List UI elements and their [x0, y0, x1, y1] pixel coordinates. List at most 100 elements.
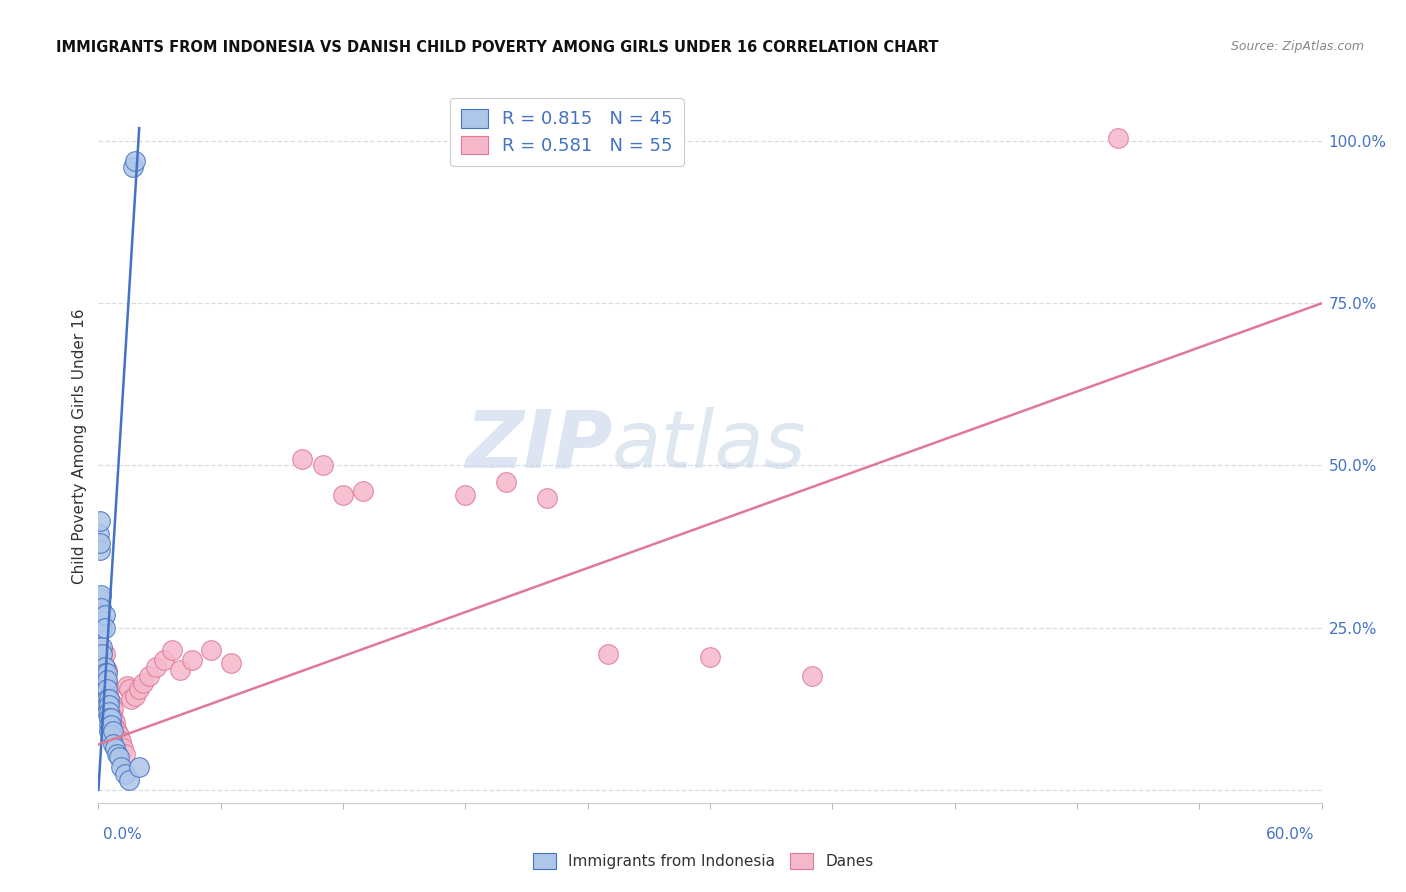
Point [93, 607, 115, 622]
Point [100, 711, 122, 725]
Text: Source: ZipAtlas.com: Source: ZipAtlas.com [1230, 40, 1364, 54]
Text: atlas: atlas [612, 407, 807, 485]
Point [145, 659, 167, 673]
Point [120, 692, 142, 706]
Point [96, 705, 118, 719]
Point [91, 673, 114, 687]
Point [97, 698, 120, 713]
Point [91, 640, 114, 654]
Point [97, 724, 120, 739]
Point [108, 750, 131, 764]
Point [91, 643, 114, 657]
Point [97, 692, 120, 706]
Point [160, 643, 183, 657]
Point [118, 773, 141, 788]
Point [97, 705, 120, 719]
Point [100, 695, 122, 709]
Point [1107, 131, 1129, 145]
Text: 0.0%: 0.0% [103, 827, 142, 841]
Point [101, 724, 124, 739]
Point [97, 702, 120, 716]
Point [96, 663, 118, 677]
Point [536, 491, 558, 505]
Point [96, 675, 118, 690]
Point [91, 657, 114, 671]
Point [454, 488, 477, 502]
Point [122, 160, 145, 174]
Point [93, 673, 115, 687]
Point [93, 647, 115, 661]
Point [89, 657, 111, 671]
Point [100, 728, 122, 742]
Point [97, 682, 120, 697]
Point [118, 682, 141, 697]
Point [114, 747, 136, 761]
Y-axis label: Child Poverty Among Girls Under 16: Child Poverty Among Girls Under 16 [72, 309, 87, 583]
Point [138, 669, 160, 683]
Point [105, 747, 128, 761]
Point [93, 659, 115, 673]
Text: IMMIGRANTS FROM INDONESIA VS DANISH CHILD POVERTY AMONG GIRLS UNDER 16 CORRELATI: IMMIGRANTS FROM INDONESIA VS DANISH CHIL… [56, 40, 939, 55]
Point [101, 738, 124, 752]
Point [89, 591, 111, 606]
Point [169, 663, 191, 677]
Point [111, 740, 134, 755]
Point [96, 689, 118, 703]
Point [96, 666, 118, 681]
Point [598, 647, 620, 661]
Point [89, 514, 111, 528]
Point [93, 679, 115, 693]
Point [90, 588, 112, 602]
Point [124, 689, 146, 703]
Point [152, 653, 174, 667]
Point [100, 718, 122, 732]
Point [89, 673, 111, 687]
Point [90, 601, 112, 615]
Point [104, 740, 127, 755]
Legend: Immigrants from Indonesia, Danes: Immigrants from Indonesia, Danes [526, 847, 880, 875]
Point [104, 721, 127, 735]
Point [801, 669, 824, 683]
Point [128, 682, 150, 697]
Point [89, 542, 111, 557]
Point [110, 734, 132, 748]
Point [291, 452, 314, 467]
Point [93, 685, 115, 699]
Point [181, 653, 204, 667]
Point [101, 711, 124, 725]
Point [332, 488, 354, 502]
Point [89, 598, 111, 612]
Legend: R = 0.815   N = 45, R = 0.581   N = 55: R = 0.815 N = 45, R = 0.581 N = 55 [450, 98, 683, 166]
Point [93, 673, 115, 687]
Point [495, 475, 517, 489]
Point [96, 682, 118, 697]
Point [100, 714, 122, 729]
Point [96, 698, 118, 713]
Point [96, 692, 118, 706]
Point [104, 714, 127, 729]
Point [91, 647, 114, 661]
Point [124, 153, 146, 168]
Point [699, 649, 721, 664]
Point [93, 659, 115, 673]
Point [97, 711, 120, 725]
Point [114, 766, 136, 780]
Point [219, 657, 242, 671]
Point [312, 458, 335, 473]
Point [97, 711, 120, 725]
Point [132, 675, 155, 690]
Point [105, 724, 128, 739]
Point [93, 666, 115, 681]
Point [200, 643, 222, 657]
Point [89, 536, 111, 550]
Text: ZIP: ZIP [465, 407, 612, 485]
Point [128, 760, 150, 774]
Point [108, 728, 131, 742]
Point [93, 621, 115, 635]
Point [96, 673, 118, 687]
Point [97, 692, 120, 706]
Text: 60.0%: 60.0% [1267, 827, 1315, 841]
Point [110, 760, 132, 774]
Point [101, 702, 124, 716]
Point [100, 705, 122, 719]
